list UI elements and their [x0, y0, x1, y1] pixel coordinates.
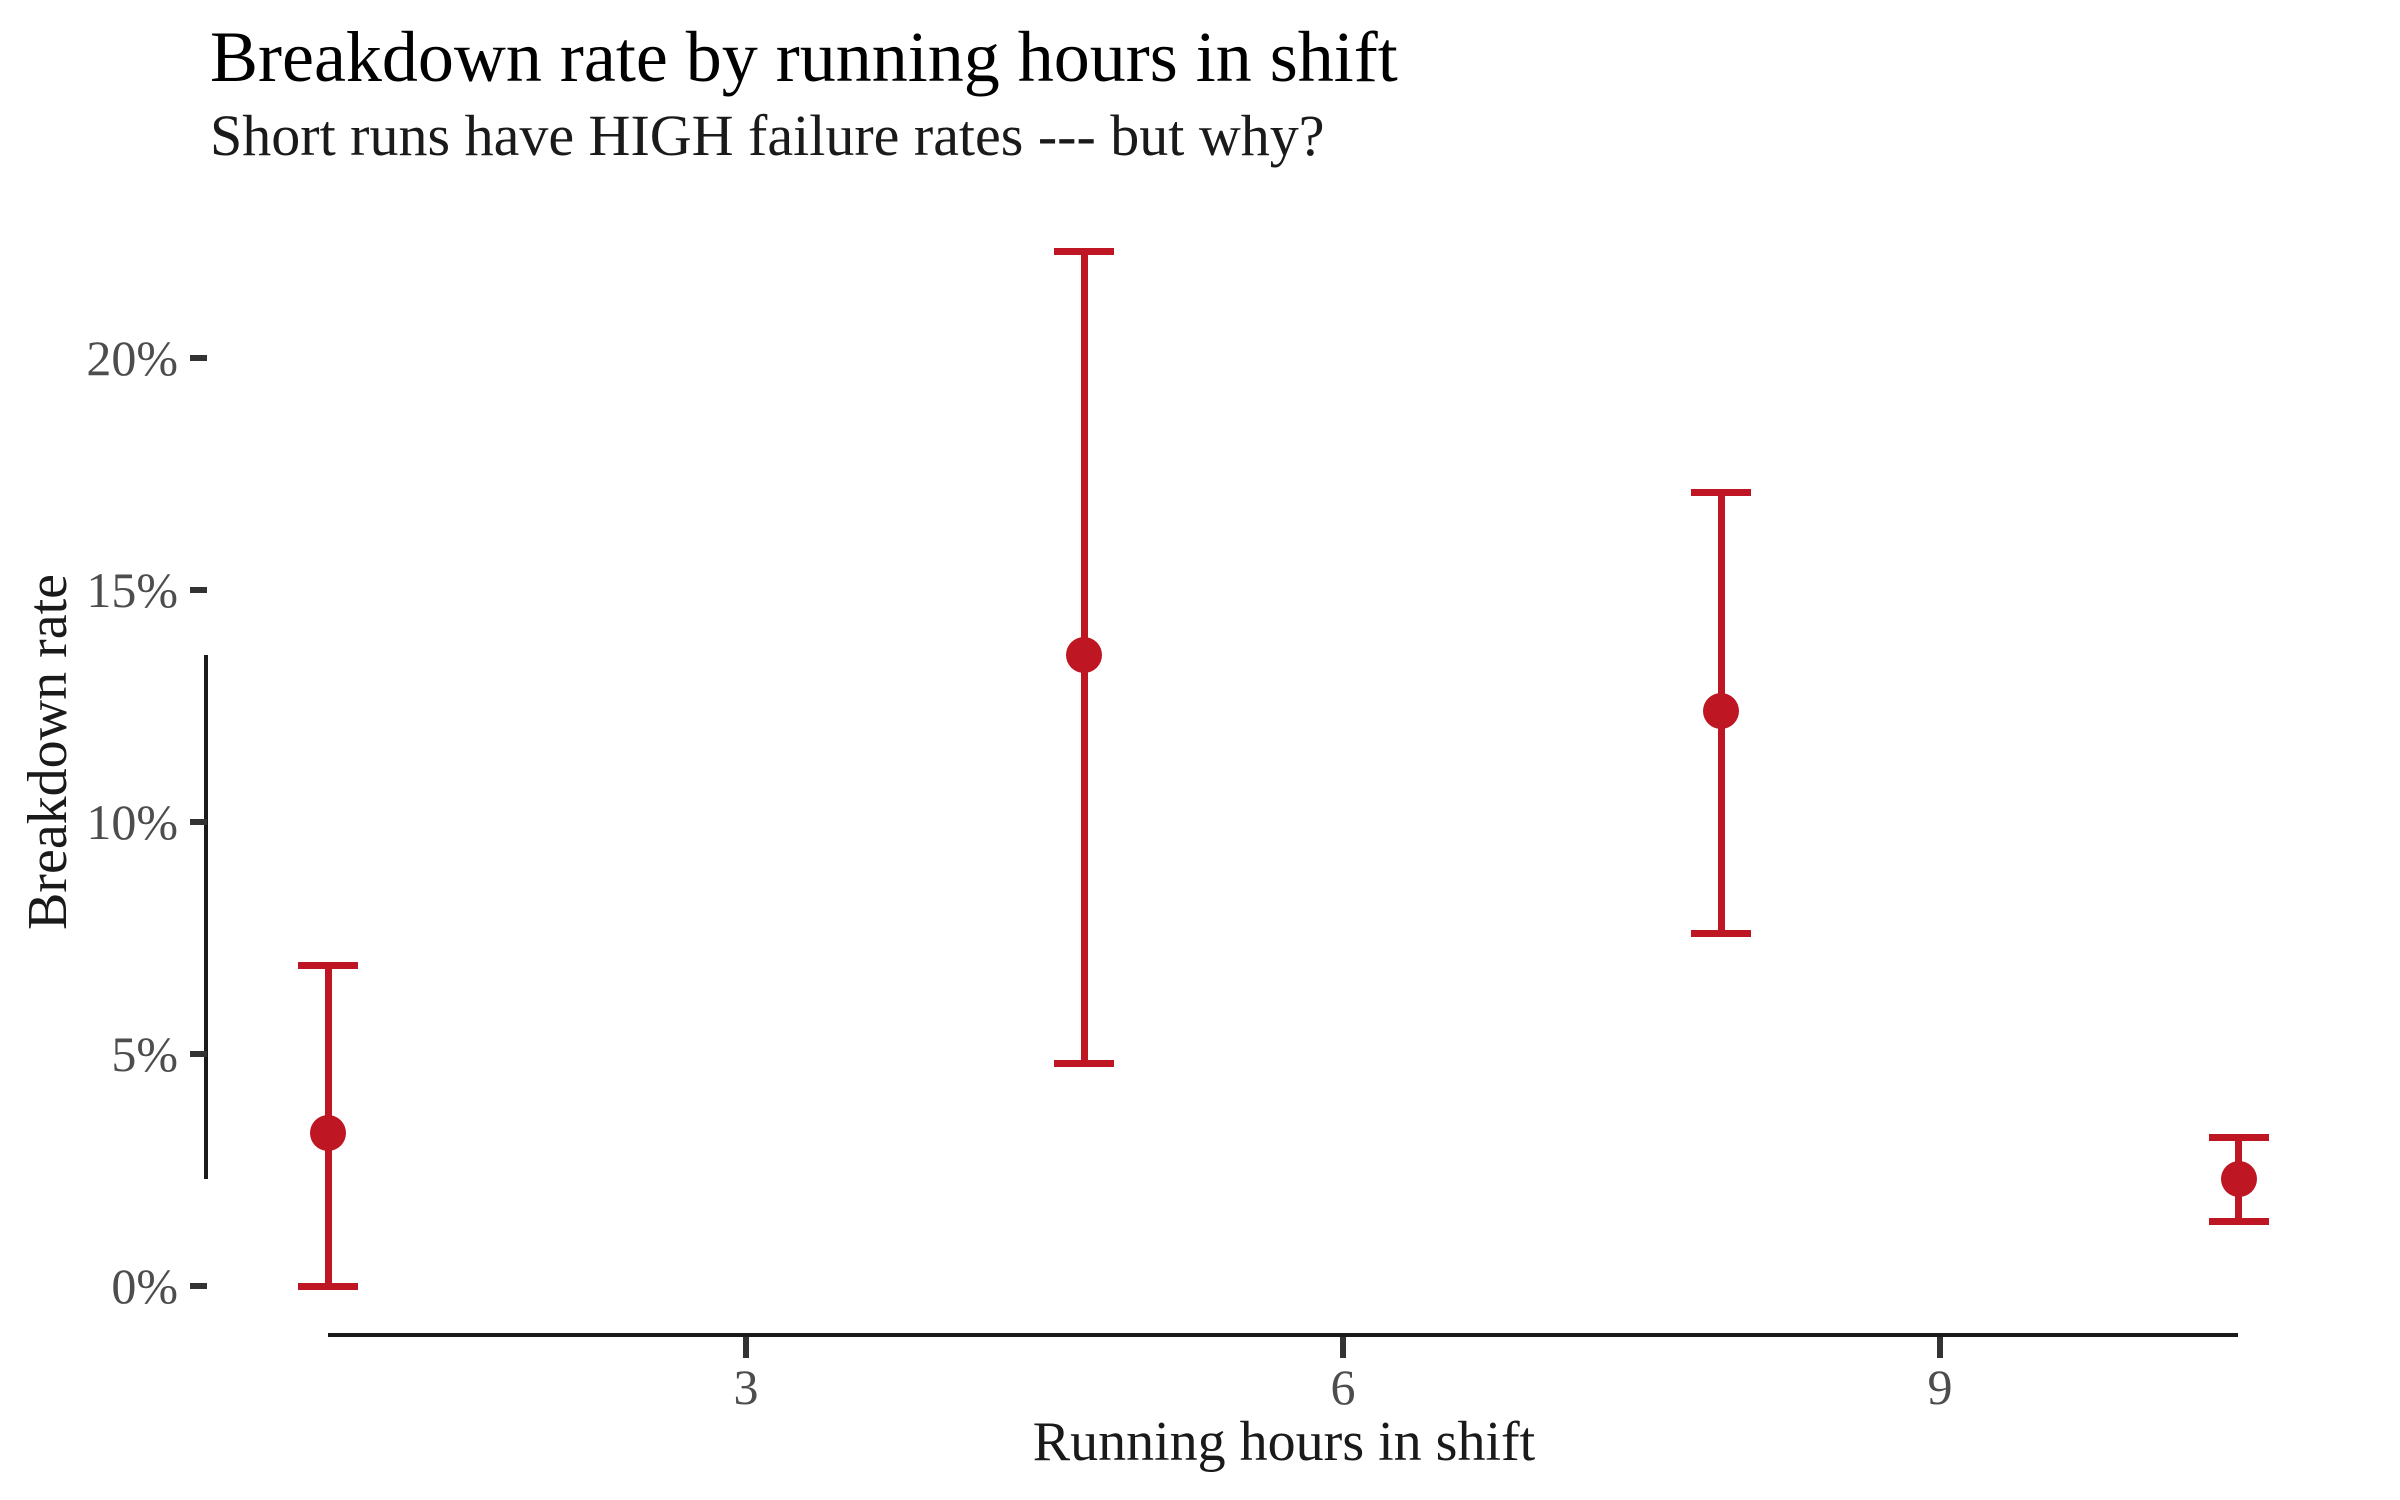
- y-tick-label: 15%: [86, 562, 178, 618]
- x-axis-line: [328, 1333, 2239, 1337]
- y-axis-title: Breakdown rate: [17, 573, 79, 931]
- error-bar-cap-top: [1054, 247, 1115, 255]
- error-bar-cap-top: [298, 962, 359, 970]
- error-bar-cap-bottom: [1691, 929, 1752, 937]
- y-axis-line: [204, 654, 208, 1180]
- x-tick-label: 3: [733, 1359, 759, 1415]
- error-bar-cap-top: [1691, 489, 1752, 497]
- x-tick-label: 6: [1330, 1359, 1356, 1415]
- data-point: [310, 1114, 347, 1151]
- y-tick-mark: [190, 587, 207, 593]
- data-point: [1703, 692, 1740, 729]
- x-tick-label: 9: [1927, 1359, 1953, 1415]
- error-bar-cap-top: [2208, 1134, 2269, 1142]
- y-tick-mark: [190, 355, 207, 361]
- x-tick-mark: [743, 1337, 749, 1358]
- chart-title: Breakdown rate by running hours in shift: [210, 17, 1398, 97]
- y-tick-label: 10%: [86, 794, 178, 850]
- chart-subtitle: Short runs have HIGH failure rates --- b…: [210, 103, 1325, 168]
- data-point: [2220, 1161, 2257, 1198]
- y-tick-label: 5%: [111, 1026, 178, 1082]
- data-point: [1066, 636, 1103, 673]
- x-axis-title: Running hours in shift: [1032, 1411, 1536, 1473]
- y-tick-mark: [190, 819, 207, 825]
- x-tick-mark: [1340, 1337, 1346, 1358]
- error-bar-cap-bottom: [298, 1282, 359, 1290]
- y-tick-mark: [190, 1051, 207, 1057]
- x-tick-mark: [1937, 1337, 1943, 1358]
- error-bar-cap-bottom: [1054, 1059, 1115, 1067]
- y-tick-label: 20%: [86, 330, 178, 386]
- y-tick-label: 0%: [111, 1258, 178, 1314]
- y-tick-mark: [190, 1283, 207, 1289]
- error-bar-cap-bottom: [2208, 1217, 2269, 1225]
